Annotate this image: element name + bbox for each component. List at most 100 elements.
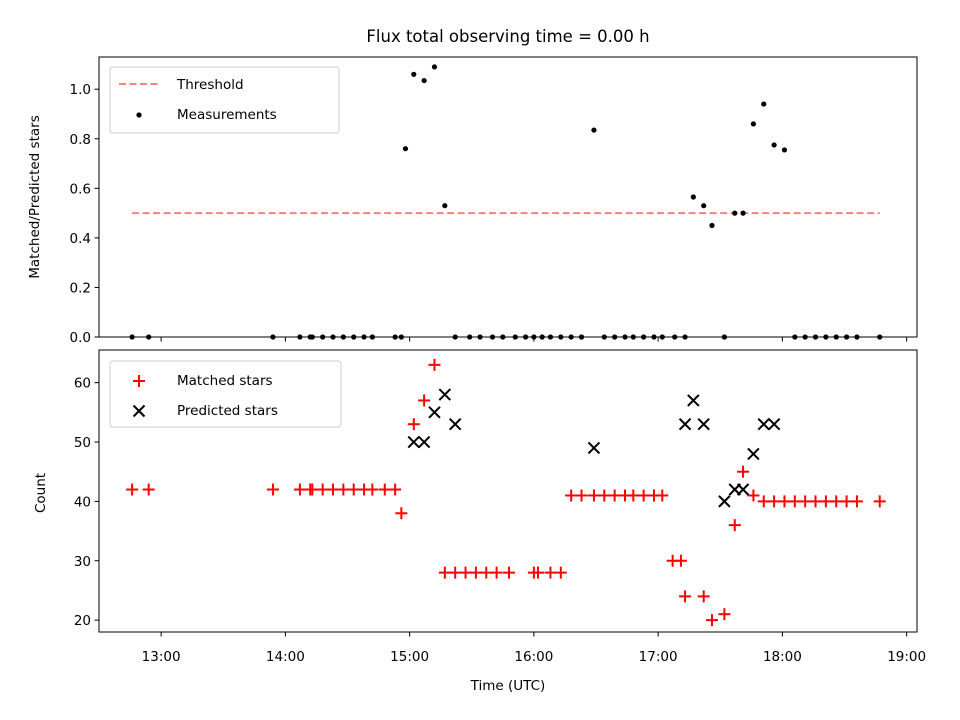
- predicted-star-point: [417, 435, 431, 449]
- matched-star-point: [480, 566, 493, 579]
- matched-star-point: [395, 507, 408, 520]
- bottom-legend-predicted-label: Predicted stars: [177, 403, 278, 419]
- matched-star-point: [337, 483, 350, 496]
- predicted-star-point: [747, 447, 760, 461]
- top-legend: Threshold Measurements: [109, 66, 340, 134]
- matched-star-point: [718, 608, 731, 621]
- matched-star-point: [532, 566, 545, 579]
- bottom-plot-marks: [126, 358, 886, 627]
- matched-star-point: [316, 483, 329, 496]
- measurement-point: [732, 210, 738, 216]
- matched-star-point: [378, 483, 391, 496]
- chart-title: Flux total observing time = 0.00 h: [366, 27, 649, 46]
- matched-star-point: [674, 554, 687, 567]
- predicted-star-point: [678, 418, 692, 431]
- top-y-axis: 0.0 0.2 0.4 0.6 0.8 1.0: [70, 82, 99, 346]
- matched-star-point: [266, 483, 279, 496]
- bottom-axes-frame: [98, 349, 918, 633]
- matched-star-point: [587, 489, 600, 502]
- bottom-legend-box: [109, 360, 342, 428]
- matched-star-point: [449, 566, 462, 579]
- matched-star-point: [389, 483, 402, 496]
- matched-star-point: [126, 483, 139, 496]
- measurement-point: [421, 77, 427, 84]
- matched-star-point: [418, 394, 431, 407]
- top-x-ticks: [160, 337, 908, 342]
- matched-star-point: [347, 483, 360, 496]
- matched-star-point: [407, 418, 420, 431]
- predicted-star-point: [448, 418, 462, 431]
- matched-star-point: [469, 566, 482, 579]
- measurement-point: [781, 147, 788, 153]
- matched-star-point: [608, 489, 621, 502]
- bottom-x-tick-label: 18:00: [763, 649, 802, 665]
- matched-star-point: [293, 483, 306, 496]
- matched-star-point: [554, 566, 567, 579]
- matched-star-point: [627, 489, 640, 502]
- predicted-star-point: [407, 435, 420, 449]
- top-legend-measurements-swatch: [136, 112, 142, 118]
- measurement-point: [690, 194, 696, 200]
- matched-star-point: [788, 495, 801, 508]
- matched-star-point: [728, 519, 741, 532]
- measurement-point: [761, 101, 767, 107]
- matched-star-point: [575, 489, 588, 502]
- measurement-point: [442, 203, 448, 209]
- measurement-point: [431, 64, 438, 70]
- top-axes-frame: [98, 56, 918, 338]
- bottom-panel: 20 30 40 50 60 13:00 14:00 15:00 16:00 17:00 18:0…: [33, 349, 926, 694]
- predicted-star-point: [736, 483, 750, 496]
- matched-star-point: [873, 495, 886, 508]
- measurement-point: [750, 121, 757, 127]
- top-y-tick-label: 0.2: [70, 280, 91, 296]
- matched-star-point: [757, 495, 770, 508]
- bottom-y-axis-label: Count: [33, 473, 49, 513]
- measurement-point: [771, 142, 777, 148]
- measurement-point: [402, 146, 409, 152]
- bottom-x-axis-label: Time (UTC): [470, 678, 546, 694]
- bottom-x-tick-label: 19:00: [887, 649, 926, 665]
- predicted-star-point: [687, 394, 700, 407]
- matched-star-point: [705, 614, 718, 627]
- bottom-legend: Matched stars Predicted stars: [109, 360, 342, 428]
- matched-star-point: [768, 495, 781, 508]
- measurement-point: [740, 210, 746, 216]
- predicted-star-point: [718, 495, 731, 508]
- matched-star-point: [366, 483, 379, 496]
- bottom-y-axis: 20 30 40 50 60: [74, 376, 99, 629]
- top-y-tick-label: 0.8: [70, 132, 91, 148]
- matched-star-point: [428, 358, 441, 371]
- measurement-point: [591, 127, 597, 133]
- matched-star-point: [438, 566, 451, 579]
- matched-star-point: [503, 566, 516, 579]
- matched-star-point: [306, 483, 319, 496]
- matched-star-point: [327, 483, 340, 496]
- top-legend-box: [109, 66, 340, 134]
- bottom-legend-matched-label: Matched stars: [177, 373, 273, 389]
- top-legend-threshold-label: Threshold: [176, 77, 244, 93]
- top-y-tick-label: 0.4: [70, 231, 91, 247]
- predicted-star-point: [757, 418, 770, 431]
- matched-star-point: [637, 489, 650, 502]
- matched-star-point: [459, 566, 472, 579]
- predicted-star-point: [438, 388, 452, 401]
- top-panel: 0.0 0.2 0.4 0.6 0.8 1.0 Matched/Predicted sta…: [27, 56, 918, 346]
- top-y-tick-label: 0.6: [70, 181, 91, 197]
- matched-star-point: [809, 495, 822, 508]
- bottom-y-tick-label: 40: [74, 494, 91, 510]
- bottom-legend-predicted-swatch: [132, 404, 146, 418]
- top-y-tick-label: 1.0: [70, 82, 91, 98]
- bottom-x-tick-label: 14:00: [266, 649, 305, 665]
- predicted-star-point: [767, 418, 781, 431]
- matched-star-point: [747, 489, 760, 502]
- top-y-axis-label: Matched/Predicted stars: [27, 115, 43, 278]
- bottom-y-tick-label: 50: [74, 435, 91, 451]
- bottom-x-tick-label: 16:00: [514, 649, 553, 665]
- matched-star-point: [490, 566, 503, 579]
- bottom-x-tick-label: 13:00: [142, 649, 181, 665]
- top-legend-measurements-label: Measurements: [177, 107, 277, 123]
- bottom-y-tick-label: 20: [74, 613, 91, 629]
- predicted-star-point: [587, 441, 601, 455]
- matched-star-point: [737, 465, 750, 478]
